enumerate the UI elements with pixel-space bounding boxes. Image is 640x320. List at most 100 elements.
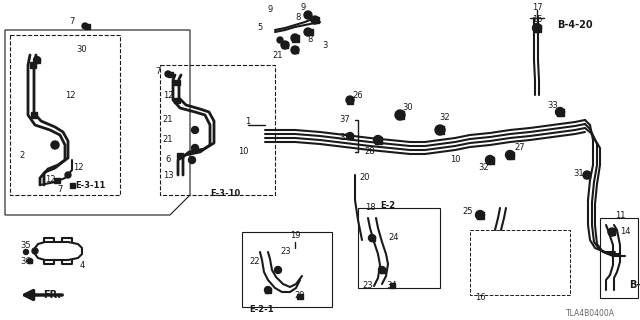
Text: E-2: E-2	[380, 201, 396, 210]
Text: 12: 12	[163, 91, 173, 100]
Text: TLA4B0400A: TLA4B0400A	[566, 309, 614, 318]
Text: 15: 15	[532, 15, 542, 25]
Circle shape	[291, 34, 299, 42]
Bar	[374, 137, 381, 143]
Text: 22: 22	[250, 258, 260, 267]
Circle shape	[291, 46, 299, 54]
Bar	[177, 153, 183, 157]
Circle shape	[33, 57, 40, 63]
Bar	[291, 35, 298, 42]
Circle shape	[532, 23, 541, 33]
Circle shape	[506, 150, 515, 159]
Circle shape	[24, 250, 29, 254]
Circle shape	[369, 235, 376, 242]
Bar	[477, 212, 483, 219]
Text: 35: 35	[20, 241, 31, 250]
Circle shape	[82, 23, 88, 29]
Bar	[358, 208, 440, 288]
Bar	[584, 172, 590, 178]
Circle shape	[486, 156, 495, 164]
Text: 13: 13	[163, 171, 173, 180]
Bar	[557, 108, 563, 116]
Text: 3: 3	[323, 42, 328, 51]
Bar	[242, 232, 332, 307]
Circle shape	[275, 267, 282, 274]
Text: 12: 12	[65, 91, 76, 100]
Text: 32: 32	[440, 114, 451, 123]
Bar	[174, 79, 180, 84]
Text: 31: 31	[573, 169, 584, 178]
Text: 16: 16	[475, 293, 485, 302]
Circle shape	[191, 126, 198, 133]
Text: E-3-10: E-3-10	[210, 188, 240, 197]
Text: 14: 14	[620, 228, 630, 236]
Bar	[600, 218, 638, 298]
Text: 27: 27	[515, 143, 525, 153]
Circle shape	[395, 110, 405, 120]
Circle shape	[311, 16, 319, 24]
Text: 9: 9	[268, 5, 273, 14]
Circle shape	[28, 259, 33, 263]
Text: 1: 1	[245, 117, 251, 126]
Text: E-2-1: E-2-1	[250, 306, 275, 315]
Text: B-4-20: B-4-20	[557, 20, 593, 30]
Text: 8: 8	[295, 13, 301, 22]
Bar	[307, 29, 313, 35]
Circle shape	[304, 11, 312, 19]
Bar	[390, 283, 394, 287]
Bar	[297, 293, 303, 299]
Bar	[35, 58, 40, 62]
Bar	[10, 35, 120, 195]
Bar	[174, 98, 180, 102]
Circle shape	[165, 71, 171, 77]
Text: 32: 32	[479, 164, 490, 172]
Circle shape	[608, 228, 616, 236]
Bar	[313, 17, 319, 23]
Text: FR.: FR.	[43, 290, 61, 300]
Text: 9: 9	[300, 4, 306, 12]
Circle shape	[476, 211, 484, 220]
Bar	[348, 133, 353, 139]
Text: 11: 11	[615, 211, 625, 220]
Text: 12: 12	[73, 164, 83, 172]
Text: 21: 21	[163, 116, 173, 124]
Text: 8: 8	[307, 36, 313, 44]
Circle shape	[304, 28, 312, 36]
Bar	[609, 229, 615, 235]
Circle shape	[281, 41, 289, 49]
Text: 20: 20	[360, 173, 371, 182]
Circle shape	[378, 267, 385, 274]
Text: 21: 21	[163, 135, 173, 145]
Text: 30: 30	[77, 45, 87, 54]
Circle shape	[264, 286, 271, 293]
Text: 21: 21	[273, 51, 284, 60]
Text: 34: 34	[387, 281, 397, 290]
Text: 24: 24	[388, 234, 399, 243]
Text: 30: 30	[403, 102, 413, 111]
Text: 33: 33	[548, 101, 558, 110]
Text: B-3: B-3	[629, 280, 640, 290]
Bar	[168, 71, 173, 76]
Text: 18: 18	[365, 204, 375, 212]
Bar	[30, 62, 36, 68]
Text: 5: 5	[257, 23, 262, 33]
Circle shape	[189, 156, 195, 164]
Text: 36: 36	[20, 258, 31, 267]
Text: 23: 23	[363, 281, 373, 290]
Bar	[506, 151, 513, 158]
Text: 7: 7	[156, 68, 161, 76]
Text: 25: 25	[463, 207, 473, 217]
Circle shape	[556, 108, 564, 116]
Text: 10: 10	[237, 148, 248, 156]
Bar	[380, 268, 385, 273]
Bar	[534, 25, 541, 31]
Bar	[397, 111, 403, 119]
Text: 26: 26	[353, 91, 364, 100]
Text: 7: 7	[69, 18, 75, 27]
Bar	[70, 182, 74, 188]
Bar	[28, 259, 32, 263]
Bar	[369, 236, 374, 241]
Circle shape	[374, 135, 383, 145]
Text: 6: 6	[165, 156, 171, 164]
Bar	[347, 97, 353, 103]
